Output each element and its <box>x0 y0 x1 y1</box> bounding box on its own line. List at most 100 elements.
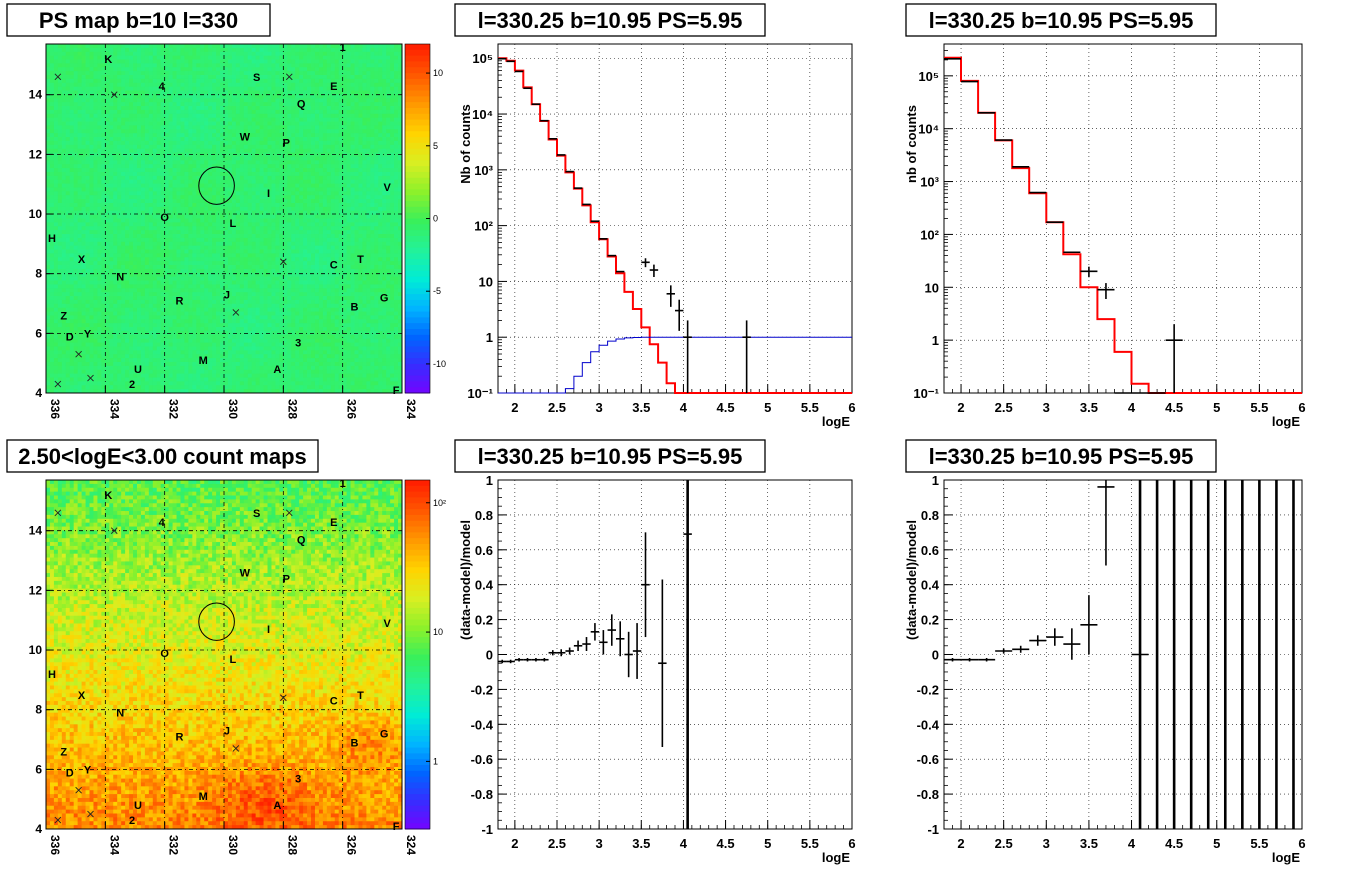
map-cell <box>252 106 256 110</box>
map-cell <box>236 323 240 327</box>
map-cell <box>133 141 137 145</box>
map-cell <box>169 125 173 129</box>
map-cell <box>256 176 260 180</box>
map-cell <box>125 346 129 350</box>
map-cell <box>260 257 264 261</box>
map-cell <box>70 48 74 52</box>
map-cell <box>93 145 97 149</box>
map-cell <box>113 184 117 188</box>
map-cell <box>216 56 220 60</box>
map-cell <box>141 234 145 238</box>
map-cell <box>93 129 97 133</box>
map-cell <box>264 203 268 207</box>
map-cell <box>141 91 145 95</box>
map-cell <box>157 374 161 378</box>
map-cell <box>54 102 58 106</box>
map-cell <box>173 377 177 381</box>
map-cell <box>244 44 248 48</box>
map-cell <box>208 335 212 339</box>
map-cell <box>93 187 97 191</box>
map-cell <box>137 149 141 153</box>
map-cell <box>244 381 248 385</box>
map-cell <box>149 350 153 354</box>
map-cell <box>117 83 121 87</box>
map-cell <box>228 44 232 48</box>
map-cell <box>137 118 141 122</box>
map-cell <box>232 149 236 153</box>
map-cell <box>125 203 129 207</box>
map-cell <box>82 160 86 164</box>
map-cell <box>157 335 161 339</box>
map-cell <box>200 133 204 137</box>
map-cell <box>105 312 109 316</box>
map-cell <box>224 226 228 230</box>
map-cell <box>200 234 204 238</box>
map-cell <box>113 87 117 91</box>
map-cell <box>208 377 212 381</box>
map-cell <box>117 250 121 254</box>
map-cell <box>216 246 220 250</box>
map-cell <box>50 145 54 149</box>
map-cell <box>117 56 121 60</box>
map-cell <box>74 67 78 71</box>
map-cell <box>74 172 78 176</box>
map-cell <box>188 133 192 137</box>
map-cell <box>117 292 121 296</box>
map-cell <box>256 308 260 312</box>
map-cell <box>86 164 90 168</box>
map-cell <box>173 288 177 292</box>
map-cell <box>248 79 252 83</box>
map-cell <box>196 168 200 172</box>
map-cell <box>248 377 252 381</box>
map-cell <box>137 71 141 75</box>
map-cell <box>109 269 113 273</box>
map-cell <box>184 71 188 75</box>
map-cell <box>133 87 137 91</box>
map-cell <box>58 362 62 366</box>
map-cell <box>129 296 133 300</box>
map-cell <box>153 110 157 114</box>
map-cell <box>173 114 177 118</box>
map-cell <box>212 149 216 153</box>
map-cell <box>54 133 58 137</box>
map-cell <box>109 253 113 257</box>
map-cell <box>90 257 94 261</box>
map-cell <box>252 246 256 250</box>
map-cell <box>117 71 121 75</box>
map-cell <box>121 184 125 188</box>
map-cell <box>173 315 177 319</box>
map-cell <box>208 370 212 374</box>
map-cell <box>133 91 137 95</box>
map-cell <box>173 203 177 207</box>
map-cell <box>224 149 228 153</box>
map-cell <box>86 56 90 60</box>
map-cell <box>66 52 70 56</box>
map-cell <box>86 308 90 312</box>
map-cell <box>145 137 149 141</box>
map-cell <box>125 354 129 358</box>
map-cell <box>256 106 260 110</box>
map-cell <box>200 370 204 374</box>
map-cell <box>153 44 157 48</box>
map-cell <box>121 261 125 265</box>
map-cell <box>145 191 149 195</box>
map-cell <box>244 106 248 110</box>
map-cell <box>46 261 50 265</box>
map-cell <box>260 327 264 331</box>
map-cell <box>113 319 117 323</box>
map-cell <box>58 250 62 254</box>
map-cell <box>232 110 236 114</box>
map-cell <box>165 312 169 316</box>
map-cell <box>141 156 145 160</box>
map-cell <box>248 83 252 87</box>
map-cell <box>121 91 125 95</box>
map-cell <box>86 129 90 133</box>
map-cell <box>50 75 54 79</box>
map-cell <box>248 172 252 176</box>
map-cell <box>141 149 145 153</box>
map-cell <box>157 102 161 106</box>
map-cell <box>153 215 157 219</box>
map-cell <box>153 203 157 207</box>
map-cell <box>66 79 70 83</box>
map-cell <box>208 180 212 184</box>
